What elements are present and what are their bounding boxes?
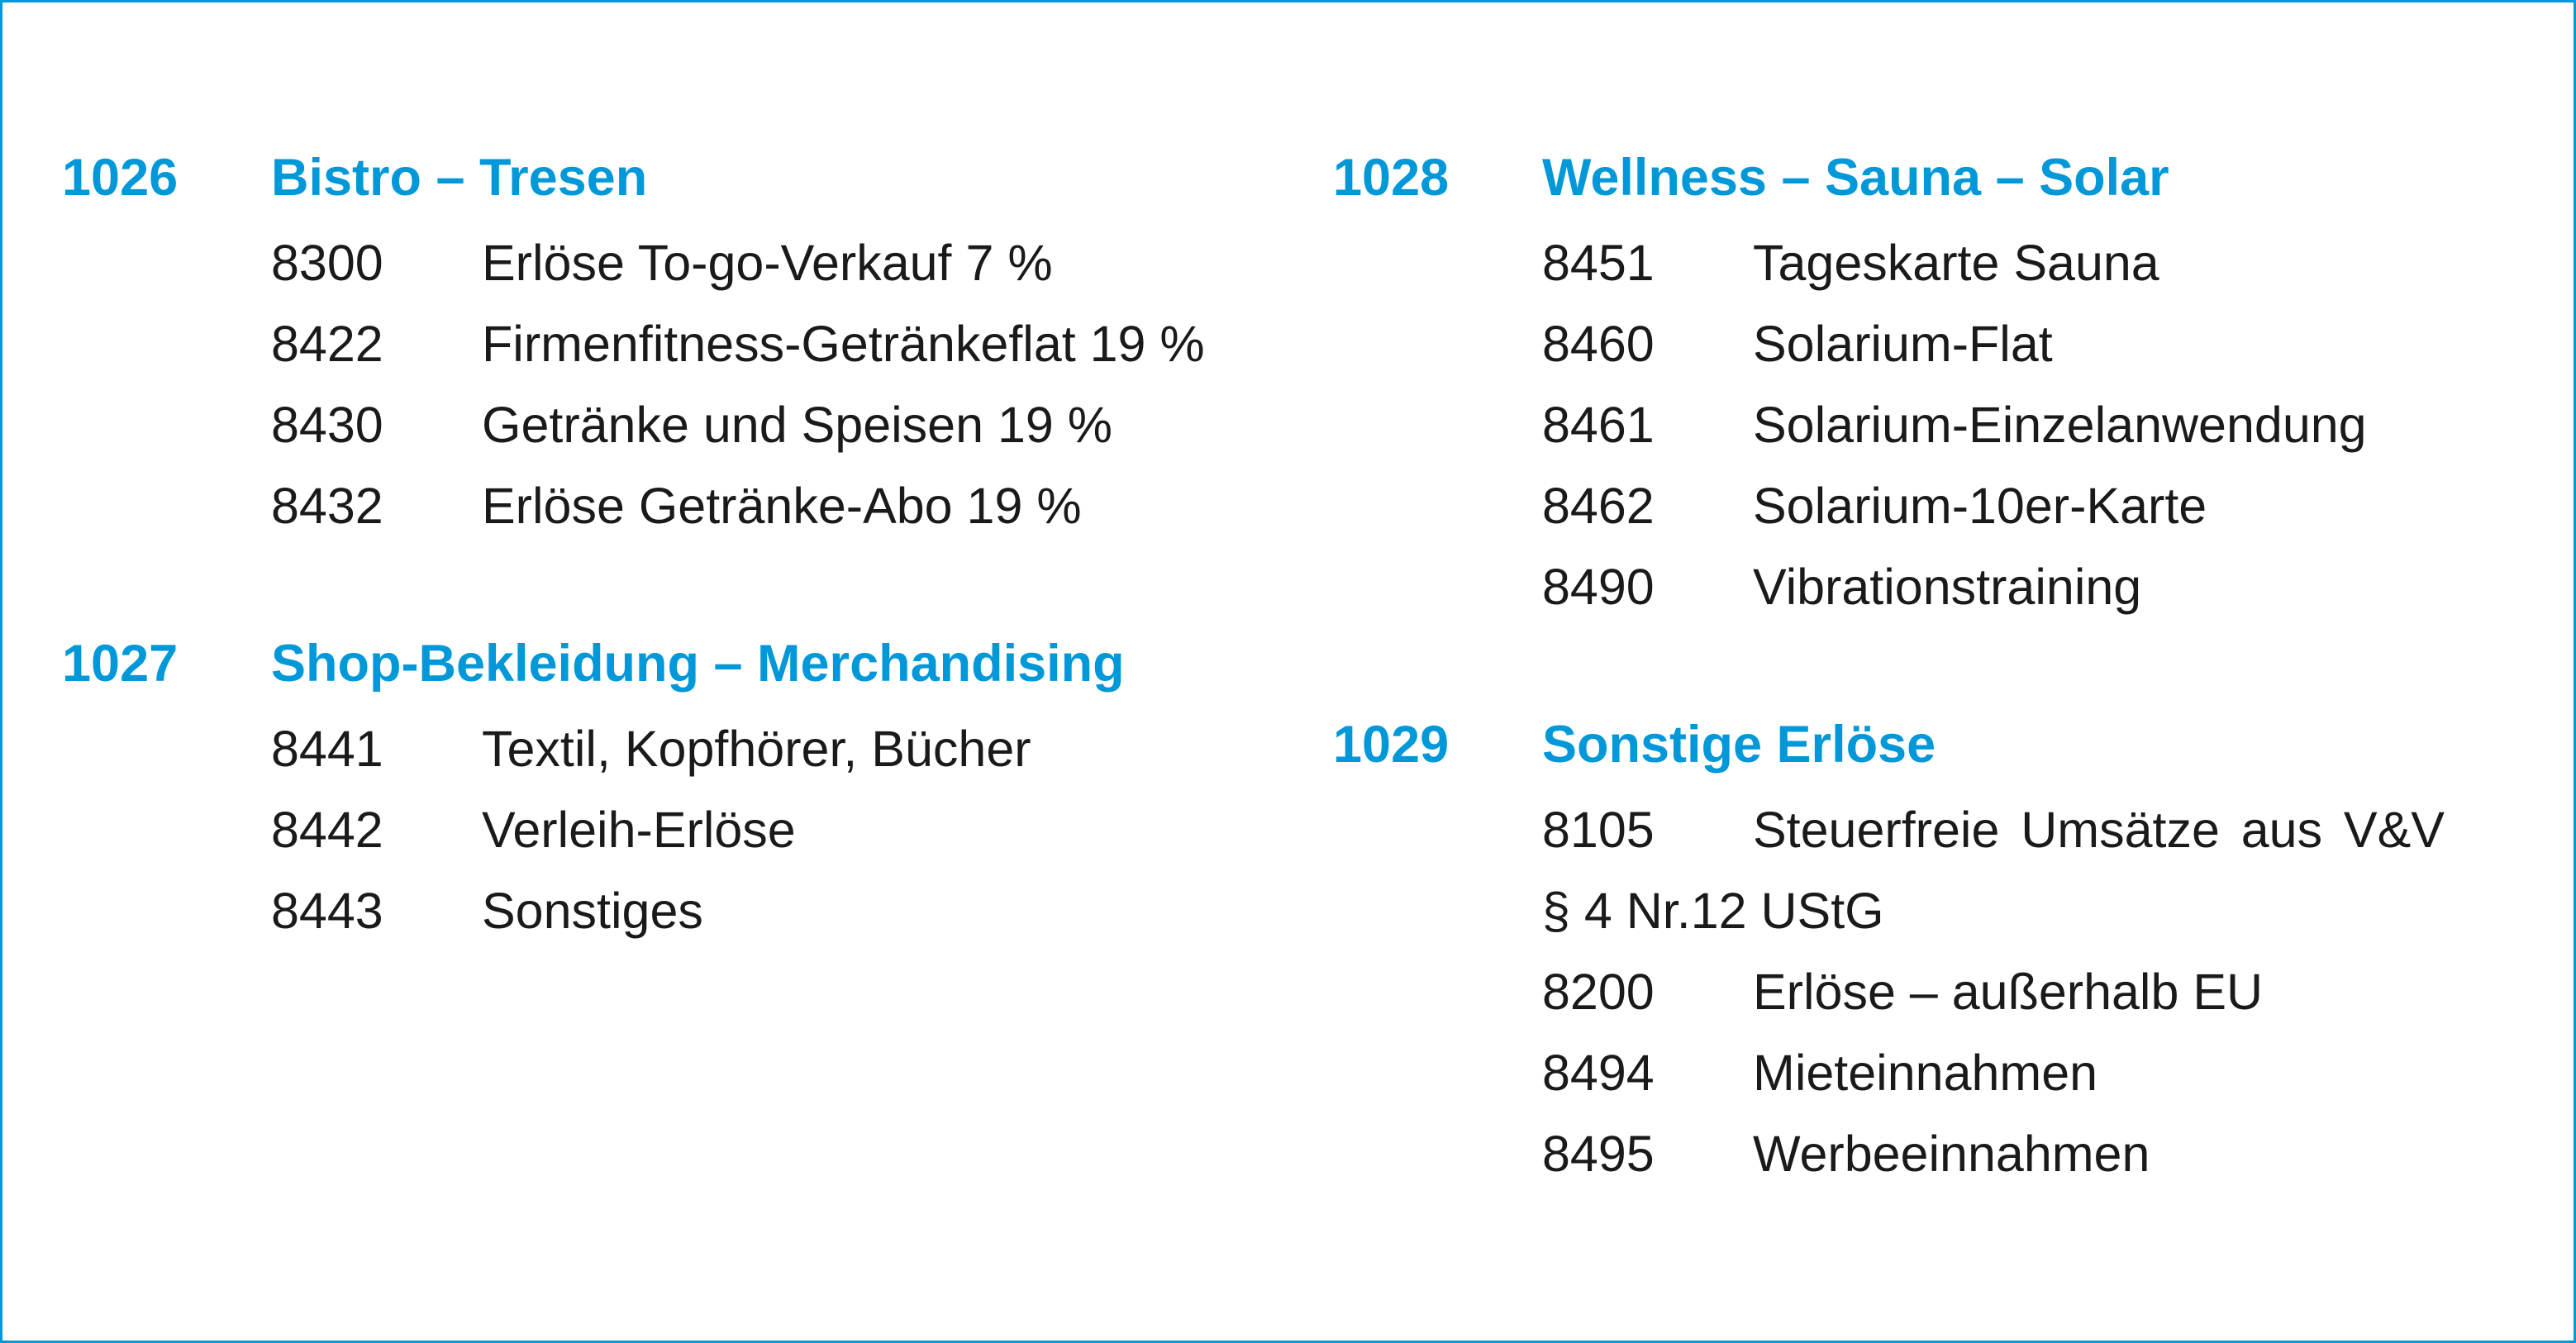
account-label: Mieteinnahmen <box>1753 1045 2098 1101</box>
account-number: 8490 <box>1542 559 1655 615</box>
account-number: 8462 <box>1542 478 1655 534</box>
account-row: 8432 Erlöse Getränke-Abo 19 % <box>62 465 1285 546</box>
account-label: Vibrationstraining <box>1753 559 2142 615</box>
account-number: 8200 <box>1542 964 1655 1020</box>
account-number: 8300 <box>271 235 383 291</box>
account-label: Tageskarte Sauna <box>1753 235 2159 291</box>
group-header: 1027 Shop-Bekleidung – Merchandising <box>62 627 1285 708</box>
account-row: 8441 Textil, Kopfhörer, Bücher <box>62 708 1285 789</box>
group-header: 1026 Bistro – Tresen <box>62 141 1285 222</box>
account-row: 8300 Erlöse To-go-Verkauf 7 % <box>62 222 1285 303</box>
left-column: 1026 Bistro – Tresen 8300 Erlöse To-go-V… <box>62 141 1285 951</box>
account-number: 8442 <box>271 802 383 858</box>
account-number: 8422 <box>271 316 383 372</box>
account-row: 8461 Solarium-Einzelanwendung <box>1333 384 2531 465</box>
account-label: Textil, Kopfhörer, Bücher <box>482 721 1031 777</box>
account-row: 8442 Verleih-Erlöse <box>62 789 1285 870</box>
group-number: 1026 <box>62 149 179 207</box>
account-number: 8494 <box>1542 1045 1655 1101</box>
account-row: 8422 Firmenfitness-Getränkeflat 19 % <box>62 303 1285 384</box>
group-title: Wellness – Sauna – Solar <box>1542 149 2169 207</box>
group-number: 1027 <box>62 635 179 693</box>
right-column: 1028 Wellness – Sauna – Solar 8451 Tages… <box>1333 141 2531 1194</box>
account-row: 8460 Solarium-Flat <box>1333 303 2531 384</box>
account-group-1029: 1029 Sonstige Erlöse 8105 Steuerfreie Um… <box>1333 708 2531 1194</box>
account-label: Erlöse Getränke-Abo 19 % <box>482 478 1082 534</box>
account-row: 8200 Erlöse – außerhalb EU <box>1333 951 2531 1032</box>
account-label: Steuerfreie Umsätze aus V&V § 4 Nr.12 US… <box>1542 802 2445 939</box>
account-number: 8451 <box>1542 235 1655 291</box>
account-row: 8430 Getränke und Speisen 19 % <box>62 384 1285 465</box>
account-row: 8495 Werbeeinnahmen <box>1333 1113 2531 1194</box>
group-title: Sonstige Erlöse <box>1542 716 1936 774</box>
account-row: 8443 Sonstiges <box>62 870 1285 951</box>
account-number: 8105 <box>1542 802 1655 858</box>
account-number: 8461 <box>1542 397 1655 453</box>
account-number: 8441 <box>271 721 383 777</box>
account-row: 8494 Mieteinnahmen <box>1333 1032 2531 1113</box>
account-row: 8105 Steuerfreie Umsätze aus V&V § 4 Nr.… <box>1333 789 2531 951</box>
account-label: Erlöse – außerhalb EU <box>1753 964 2264 1020</box>
group-header: 1029 Sonstige Erlöse <box>1333 708 2531 789</box>
group-number: 1029 <box>1333 716 1450 774</box>
account-label: Firmenfitness-Getränkeflat 19 % <box>482 316 1205 372</box>
account-group-1027: 1027 Shop-Bekleidung – Merchandising 844… <box>62 627 1285 951</box>
account-label: Erlöse To-go-Verkauf 7 % <box>482 235 1053 291</box>
account-label: Solarium-Flat <box>1753 316 2053 372</box>
account-label: Verleih-Erlöse <box>482 802 796 858</box>
account-label: Solarium-Einzelanwendung <box>1753 397 2367 453</box>
group-title: Shop-Bekleidung – Merchandising <box>271 635 1125 693</box>
group-header: 1028 Wellness – Sauna – Solar <box>1333 141 2531 222</box>
account-number: 8430 <box>271 397 383 453</box>
group-title: Bistro – Tresen <box>271 149 648 207</box>
account-row: 8490 Vibrationstraining <box>1333 546 2531 627</box>
account-label: Solarium-10er-Karte <box>1753 478 2207 534</box>
account-label: Werbeeinnahmen <box>1753 1126 2150 1182</box>
account-number: 8495 <box>1542 1126 1655 1182</box>
account-number: 8460 <box>1542 316 1655 372</box>
account-label: Getränke und Speisen 19 % <box>482 397 1113 453</box>
account-row: 8451 Tageskarte Sauna <box>1333 222 2531 303</box>
group-number: 1028 <box>1333 149 1450 207</box>
account-row: 8462 Solarium-10er-Karte <box>1333 465 2531 546</box>
account-number: 8432 <box>271 478 383 534</box>
account-group-1028: 1028 Wellness – Sauna – Solar 8451 Tages… <box>1333 141 2531 627</box>
account-group-1026: 1026 Bistro – Tresen 8300 Erlöse To-go-V… <box>62 141 1285 546</box>
account-label: Sonstiges <box>482 883 703 939</box>
account-number: 8443 <box>271 883 383 939</box>
